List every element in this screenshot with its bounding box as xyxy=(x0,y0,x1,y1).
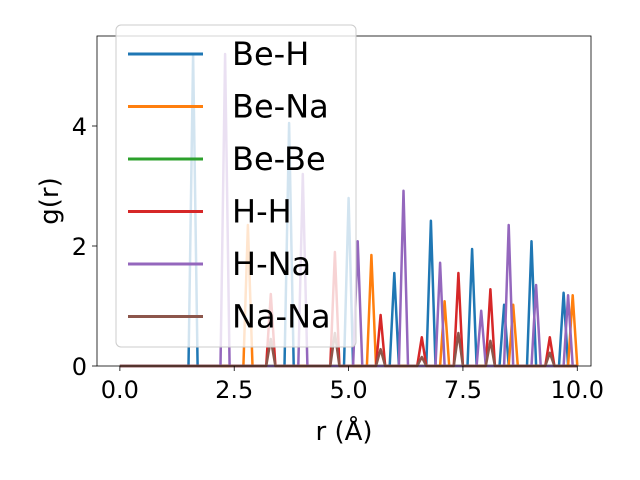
legend-label-be-be: Be-Be xyxy=(232,140,326,178)
y-axis-label: g(r) xyxy=(35,177,65,224)
x-tick-label: 7.5 xyxy=(444,376,482,404)
legend-label-h-na: H-Na xyxy=(232,245,311,283)
legend-label-h-h: H-H xyxy=(232,193,292,231)
legend: Be-H Be-Na Be-Be H-H H-Na Na-Na xyxy=(115,24,357,348)
y-tick-label: 2 xyxy=(72,233,87,261)
x-tick-label: 0.0 xyxy=(101,376,139,404)
y-tick-label: 4 xyxy=(72,113,87,141)
x-axis-ticks: 0.0 2.5 5.0 7.5 10.0 xyxy=(101,366,604,404)
x-tick-label: 2.5 xyxy=(215,376,253,404)
legend-label-be-na: Be-Na xyxy=(232,88,329,126)
legend-label-na-na: Na-Na xyxy=(232,298,331,336)
y-axis-ticks: 0 2 4 xyxy=(72,113,97,381)
x-axis-label: r (Å) xyxy=(315,415,372,447)
legend-label-be-h: Be-H xyxy=(232,35,309,73)
x-tick-label: 10.0 xyxy=(551,376,604,404)
x-tick-label: 5.0 xyxy=(329,376,367,404)
y-tick-label: 0 xyxy=(72,353,87,381)
